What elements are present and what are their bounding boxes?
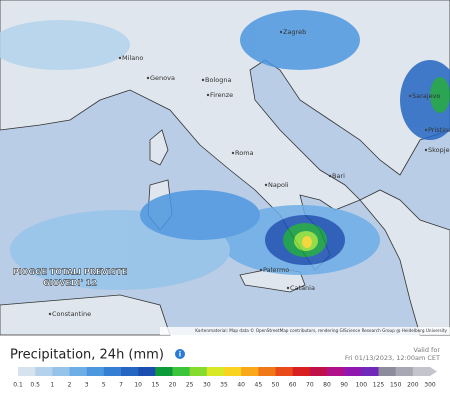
scale-swatch <box>241 367 259 376</box>
scale-label: 90 <box>340 382 348 389</box>
city-label: Bari <box>332 172 345 180</box>
scale-label: 1 <box>50 382 54 389</box>
scale-swatch <box>361 367 379 376</box>
valid-time: Fri 01/13/2023, 12:00am CET <box>345 354 440 362</box>
scale-swatch <box>69 367 87 376</box>
city-label: Skopje <box>428 146 450 154</box>
scale-swatch <box>35 367 53 376</box>
info-icon-glyph: i <box>179 351 181 359</box>
scale-swatch <box>155 367 173 376</box>
scale-label: 0.1 <box>13 382 23 389</box>
scale-swatch <box>206 367 225 376</box>
scale-label: 7 <box>119 382 123 389</box>
scale-swatch <box>86 367 105 376</box>
city-label: Firenze <box>210 91 233 99</box>
scale-swatch <box>224 367 242 376</box>
scale-swatch <box>327 367 345 376</box>
scale-swatch <box>103 367 122 376</box>
scale-label: 10 <box>134 382 142 389</box>
scale-swatch <box>52 367 70 376</box>
legend-title: Precipitation, 24h (mm) <box>10 348 164 363</box>
scale-label: 15 <box>152 382 160 389</box>
scale-swatch <box>344 367 362 376</box>
scale-label: 300 <box>424 382 436 389</box>
scale-swatch <box>258 367 276 376</box>
city-dot <box>264 183 268 187</box>
city-label: Zagreb <box>283 28 306 36</box>
scale-swatch <box>18 367 36 376</box>
city-dot <box>328 174 332 178</box>
scale-label: 125 <box>373 382 385 389</box>
city-dot <box>424 148 428 152</box>
scale-label: 40 <box>237 382 245 389</box>
city-dot <box>259 268 263 272</box>
info-icon[interactable] <box>175 349 185 359</box>
attribution-bg <box>160 327 450 335</box>
scale-swatch <box>275 367 293 376</box>
city-dot <box>279 30 283 34</box>
city-dot <box>424 128 428 132</box>
valid-label: Valid for <box>413 346 440 354</box>
city-labels: Zagreb Sarajevo Pristina Skopje Milano Genova… <box>48 28 450 318</box>
scale-label: 45 <box>255 382 263 389</box>
overlay-title: GIOVEDI' 12 <box>43 279 97 288</box>
scale-label: 60 <box>289 382 297 389</box>
city-dot <box>408 94 412 98</box>
city-label: Genova <box>150 74 175 82</box>
scale-swatch <box>172 367 190 376</box>
city-dot <box>286 286 290 290</box>
city-label: Palermo <box>263 266 289 274</box>
color-scale: 0.1 0.5 1 2 3 5 7 10 15 20 25 30 35 40 45 50 60 70 80 90 100… <box>13 367 437 389</box>
overlay-title: PIOGGE TOTALI PREVISTE <box>13 268 128 277</box>
scale-label: 3 <box>85 382 89 389</box>
city-dot <box>206 93 210 97</box>
city-label: Sarajevo <box>412 92 440 100</box>
scale-label: 0.5 <box>30 382 40 389</box>
scale-swatch <box>378 367 396 376</box>
city-label: Catania <box>290 284 315 292</box>
scale-label: 35 <box>220 382 228 389</box>
city-dot <box>146 76 150 80</box>
scale-label: 70 <box>306 382 314 389</box>
scale-label: 100 <box>356 382 368 389</box>
city-label: Roma <box>235 149 254 157</box>
scale-swatch <box>309 367 328 376</box>
city-dot <box>48 312 52 316</box>
city-dot <box>118 56 122 60</box>
scale-label: 50 <box>272 382 280 389</box>
scale-label: 20 <box>169 382 177 389</box>
scale-swatch <box>121 367 139 376</box>
scale-label: 25 <box>186 382 194 389</box>
scale-swatch <box>395 367 414 376</box>
precipitation <box>0 10 450 290</box>
scale-arrow <box>430 367 437 376</box>
scale-swatch <box>292 367 311 376</box>
scale-label: 30 <box>203 382 211 389</box>
city-label: Napoli <box>268 181 289 189</box>
scale-swatch <box>138 367 156 376</box>
scale-swatch <box>412 367 431 376</box>
scale-label: 150 <box>390 382 402 389</box>
city-dot <box>201 78 205 82</box>
city-label: Pristina <box>428 126 450 134</box>
attribution: Kartenmaterial: Map data © OpenStreetMap… <box>195 328 447 333</box>
scale-swatch <box>189 367 208 376</box>
scale-label: 80 <box>323 382 331 389</box>
city-label: Constantine <box>52 310 91 318</box>
city-label: Milano <box>122 54 143 62</box>
scale-label: 2 <box>68 382 72 389</box>
city-dot <box>231 151 235 155</box>
scale-label: 200 <box>407 382 419 389</box>
city-label: Bologna <box>205 76 231 84</box>
scale-label: 5 <box>102 382 106 389</box>
